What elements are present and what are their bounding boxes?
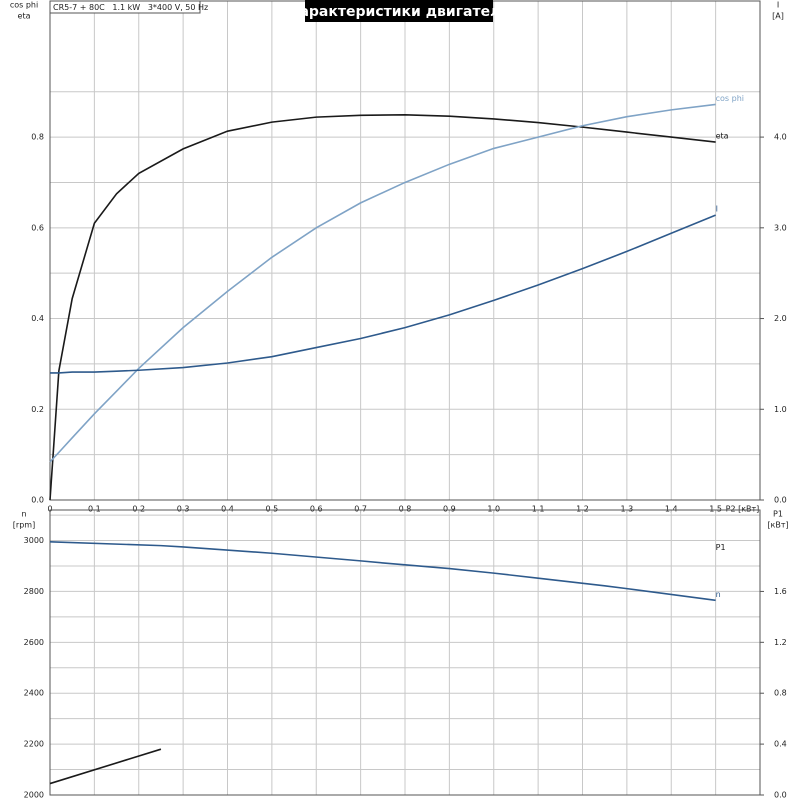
x-tick-label: 0,4 bbox=[221, 505, 234, 514]
y-tick-label: 0.6 bbox=[31, 223, 44, 232]
y-tick-label: 0.4 bbox=[31, 314, 44, 323]
y2-tick-label: 0.4 bbox=[774, 740, 787, 749]
series-line bbox=[49, 103, 716, 463]
plot-frame bbox=[49, 509, 761, 796]
x-tick-label: 1,1 bbox=[532, 505, 545, 514]
y-axis-label: cos phi bbox=[10, 1, 38, 10]
y2-tick-label: 3.0 bbox=[774, 223, 787, 232]
y2-tick-label: 4.0 bbox=[774, 133, 787, 142]
y-tick-label: 2200 bbox=[24, 740, 44, 749]
x-tick-label: 1,4 bbox=[665, 505, 678, 514]
title-box bbox=[305, 0, 493, 22]
x-tick-label: 0,7 bbox=[354, 505, 367, 514]
series-label: eta bbox=[716, 132, 729, 141]
x-tick-label: 0,8 bbox=[399, 505, 412, 514]
x-tick-label: 0,9 bbox=[443, 505, 456, 514]
series-line bbox=[50, 214, 716, 374]
x-tick-label: 1,3 bbox=[621, 505, 634, 514]
x-tick-label: 0,5 bbox=[266, 505, 279, 514]
y-tick-label: 2800 bbox=[24, 587, 44, 596]
y-tick-label: 0.2 bbox=[31, 405, 44, 414]
x-tick-label: 0,3 bbox=[177, 505, 190, 514]
x-tick-label: 1,2 bbox=[576, 505, 589, 514]
y2-tick-label: 0.0 bbox=[774, 496, 787, 505]
y2-axis-label: [кВт] bbox=[767, 521, 788, 530]
x-tick-label: 1,5 bbox=[709, 505, 722, 514]
y-axis-label: n bbox=[21, 510, 26, 519]
series-line bbox=[49, 114, 716, 501]
series-line bbox=[49, 541, 716, 602]
x-tick-label: 0,2 bbox=[132, 505, 145, 514]
y2-tick-label: 0.8 bbox=[774, 689, 787, 698]
y-tick-label: 0.0 bbox=[31, 496, 44, 505]
series-label: n bbox=[716, 590, 721, 599]
y-tick-label: 3000 bbox=[24, 536, 44, 545]
y2-tick-label: 1.2 bbox=[774, 638, 787, 647]
x-tick-label: 0,1 bbox=[88, 505, 101, 514]
x-tick-label: 0 bbox=[47, 505, 52, 514]
y2-axis-label: P1 bbox=[773, 510, 783, 519]
info-box bbox=[49, 0, 201, 14]
y2-tick-label: 1.6 bbox=[774, 587, 787, 596]
y-axis-label: eta bbox=[18, 12, 31, 21]
x-axis-label: P2 [кВт] bbox=[726, 505, 760, 514]
x-tick-label: 1,0 bbox=[487, 505, 500, 514]
y-axis-label: [rpm] bbox=[13, 521, 35, 530]
info-text: CR5-7 + 80C 1.1 kW 3*400 V, 50 Hz bbox=[53, 3, 208, 12]
y-tick-label: 2400 bbox=[24, 689, 44, 698]
y2-tick-label: 0.0 bbox=[774, 791, 787, 800]
y-tick-label: 2600 bbox=[24, 638, 44, 647]
y-tick-label: 2000 bbox=[24, 791, 44, 800]
x-tick-label: 0,6 bbox=[310, 505, 323, 514]
series-label: cos phi bbox=[716, 94, 744, 103]
y2-tick-label: 1.0 bbox=[774, 405, 787, 414]
series-label: P1 bbox=[716, 543, 726, 552]
y2-axis-label: [A] bbox=[772, 12, 784, 21]
series-label: I bbox=[716, 205, 718, 214]
y2-tick-label: 2.0 bbox=[774, 314, 787, 323]
y-tick-label: 0.8 bbox=[31, 133, 44, 142]
chart-title: Характеристики двигателя bbox=[289, 4, 510, 20]
y2-axis-label: I bbox=[777, 1, 779, 10]
